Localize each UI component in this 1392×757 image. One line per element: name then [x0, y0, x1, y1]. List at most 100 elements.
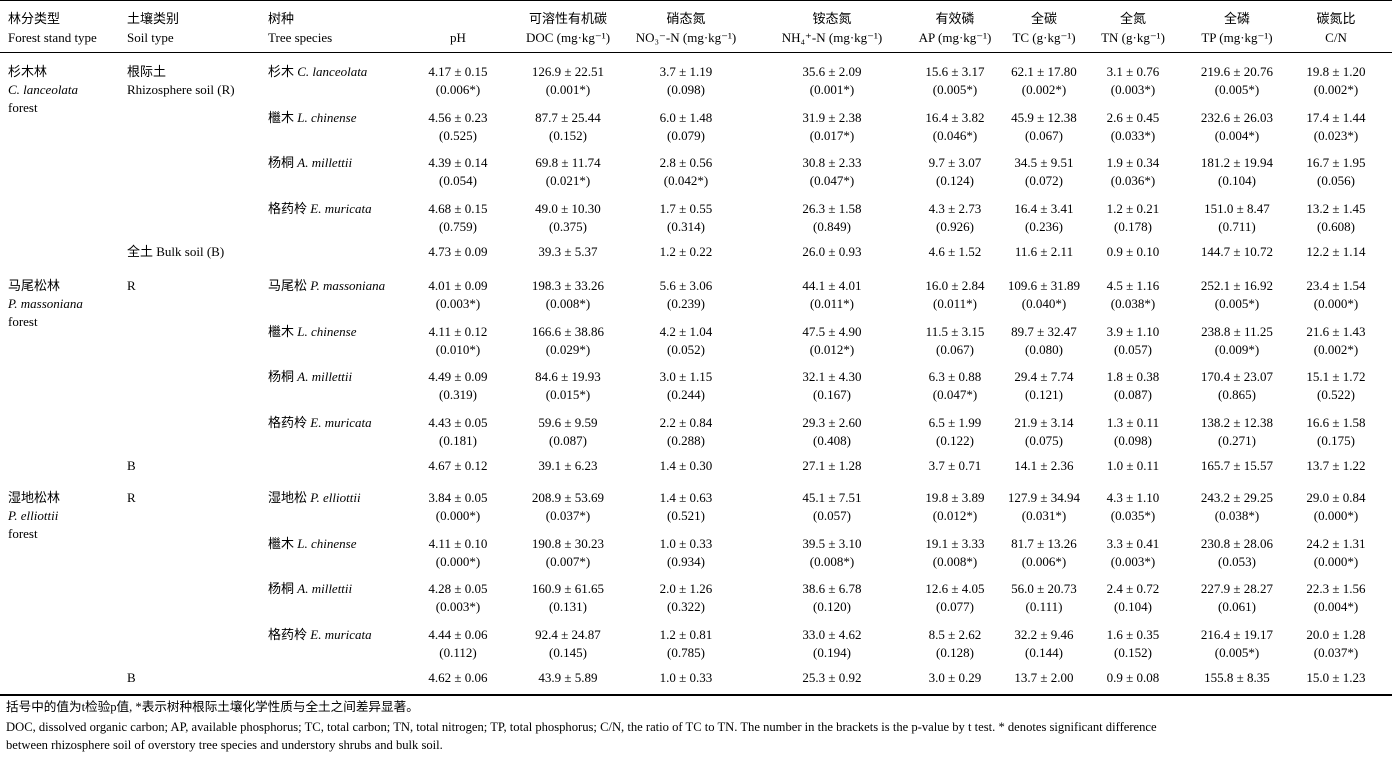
- p-value-cell: (0.098): [667, 82, 705, 97]
- species-latin-name: E. muricata: [310, 415, 372, 431]
- value-cell: 230.8 ± 28.06: [1200, 535, 1274, 551]
- value-cell: 69.8 ± 11.74: [535, 155, 601, 171]
- value-cell: 33.0 ± 4.62: [802, 627, 862, 643]
- table-top-rule: [0, 0, 1392, 1]
- value-cell: 49.0 ± 10.30: [535, 201, 601, 217]
- p-value-cell: (0.111): [1025, 599, 1063, 615]
- p-value-cell: (0.005*): [1214, 645, 1260, 661]
- value-cell: 219.6 ± 20.76: [1200, 64, 1274, 79]
- value-cell: 21.9 ± 3.14: [1014, 415, 1074, 431]
- header-col-8: 碳氮比: [1316, 11, 1356, 26]
- value-cell: 4.39 ± 0.14: [428, 155, 488, 171]
- value-cell: 109.6 ± 31.89: [1007, 278, 1081, 293]
- p-value-cell: (0.054): [439, 173, 477, 189]
- value-cell: 29.3 ± 2.60: [802, 415, 862, 431]
- p-value-cell: (0.004*): [1313, 599, 1359, 615]
- header-col-3: 铵态氮: [812, 11, 852, 26]
- header-col-7: 全磷: [1223, 11, 1250, 26]
- species-latin-name: A. millettii: [297, 581, 353, 597]
- header-col-1: 可溶性有机碳: [528, 11, 607, 26]
- species-chinese-name: 马尾松: [268, 278, 311, 293]
- value-cell: 29.4 ± 7.74: [1014, 369, 1074, 385]
- p-value-cell: (0.000*): [435, 553, 481, 569]
- value-cell: 1.9 ± 0.34: [1106, 155, 1160, 171]
- value-cell: 1.2 ± 0.21: [1106, 201, 1160, 217]
- value-cell: 6.3 ± 0.88: [928, 369, 982, 385]
- p-value-cell: (0.079): [667, 127, 705, 143]
- value-cell: 166.6 ± 38.86: [531, 323, 605, 339]
- value-cell: 151.0 ± 8.47: [1204, 201, 1270, 217]
- value-cell: 16.4 ± 3.41: [1014, 201, 1074, 217]
- bulk-value-cell: 13.7 ± 1.22: [1306, 457, 1366, 473]
- bulk-value-cell: 1.4 ± 0.30: [659, 457, 713, 473]
- value-cell: 15.1 ± 1.72: [1306, 369, 1366, 385]
- value-cell: 3.3 ± 0.41: [1106, 535, 1160, 551]
- value-cell: 170.4 ± 23.07: [1200, 369, 1274, 385]
- species-chinese-name: 杨桐: [268, 369, 298, 385]
- p-value-cell: (0.037*): [1313, 645, 1359, 661]
- value-cell: 30.8 ± 2.33: [802, 155, 862, 171]
- p-value-cell: (0.003*): [435, 599, 481, 615]
- p-value-cell: (0.003*): [1110, 82, 1156, 97]
- bulk-value-cell: 1.0 ± 0.11: [1106, 457, 1160, 473]
- value-cell: 3.0 ± 1.15: [659, 369, 713, 385]
- header-tree-species-en: Tree species: [268, 30, 333, 45]
- value-cell: 31.9 ± 2.38: [802, 109, 862, 125]
- value-cell: 4.68 ± 0.15: [428, 201, 488, 217]
- value-cell: 23.4 ± 1.54: [1306, 278, 1366, 293]
- p-value-cell: (0.521): [667, 508, 705, 523]
- value-cell: 181.2 ± 19.94: [1200, 155, 1274, 171]
- p-value-cell: (0.053): [1218, 553, 1256, 569]
- p-value-cell: (0.002*): [1021, 82, 1067, 97]
- species-chinese-name: 檵木: [268, 535, 298, 551]
- p-value-cell: (0.525): [439, 127, 477, 143]
- header-stand-type: 林分类型: [8, 11, 61, 26]
- value-cell: 89.7 ± 32.47: [1011, 323, 1077, 339]
- species-latin-name: C. lanceolata: [297, 64, 368, 79]
- tree-species-cell: 檵木 L. chinense: [268, 534, 356, 553]
- species-latin-name: P. massoniana: [310, 278, 386, 293]
- header-col-4: 有效磷: [935, 11, 975, 26]
- value-cell: 216.4 ± 19.17: [1200, 627, 1274, 643]
- value-cell: 11.5 ± 3.15: [925, 323, 985, 339]
- value-cell: 4.44 ± 0.06: [428, 627, 488, 643]
- footnote-english-line2: between rhizosphere soil of overstory tr…: [6, 738, 443, 752]
- p-value-cell: (0.002*): [1313, 341, 1359, 357]
- p-value-cell: (0.608): [1317, 219, 1355, 235]
- value-cell: 4.11 ± 0.12: [428, 323, 488, 339]
- bulk-value-cell: 27.1 ± 1.28: [802, 457, 862, 473]
- p-value-cell: (0.004*): [1214, 127, 1260, 143]
- value-cell: 4.56 ± 0.23: [428, 109, 488, 125]
- p-value-cell: (0.288): [667, 433, 705, 449]
- p-value-cell: (0.003*): [435, 296, 481, 311]
- bulk-value-cell: 43.9 ± 5.89: [538, 669, 598, 685]
- p-value-cell: (0.152): [549, 127, 587, 143]
- p-value-cell: (0.052): [667, 341, 705, 357]
- value-cell: 1.8 ± 0.38: [1106, 369, 1160, 385]
- p-value-cell: (0.128): [936, 645, 974, 661]
- p-value-cell: (0.314): [667, 219, 705, 235]
- species-chinese-name: 格药柃: [268, 415, 311, 431]
- value-cell: 2.8 ± 0.56: [659, 155, 713, 171]
- bulk-value-cell: 4.67 ± 0.12: [428, 457, 488, 473]
- value-cell: 4.01 ± 0.09: [428, 278, 488, 293]
- p-value-cell: (0.080): [1025, 341, 1063, 357]
- value-cell: 45.1 ± 7.51: [802, 490, 862, 505]
- value-cell: 16.7 ± 1.95: [1306, 155, 1366, 171]
- value-cell: 3.1 ± 0.76: [1106, 64, 1160, 79]
- p-value-cell: (0.008*): [932, 553, 978, 569]
- species-chinese-name: 杉木: [268, 64, 298, 79]
- species-chinese-name: 檵木: [268, 323, 298, 339]
- p-value-cell: (0.522): [1317, 387, 1355, 403]
- p-value-cell: (0.131): [549, 599, 587, 615]
- bulk-value-cell: 4.62 ± 0.06: [428, 669, 488, 685]
- p-value-cell: (0.000*): [435, 508, 481, 523]
- value-cell: 4.5 ± 1.16: [1106, 278, 1160, 293]
- p-value-cell: (0.005*): [932, 82, 978, 97]
- p-value-cell: (0.003*): [1110, 553, 1156, 569]
- p-value-cell: (0.007*): [545, 553, 591, 569]
- bulk-value-cell: 15.0 ± 1.23: [1306, 669, 1366, 685]
- p-value-cell: (0.036*): [1110, 173, 1156, 189]
- species-latin-name: P. elliottii: [310, 490, 361, 505]
- bulk-value-cell: 4.6 ± 1.52: [928, 243, 982, 259]
